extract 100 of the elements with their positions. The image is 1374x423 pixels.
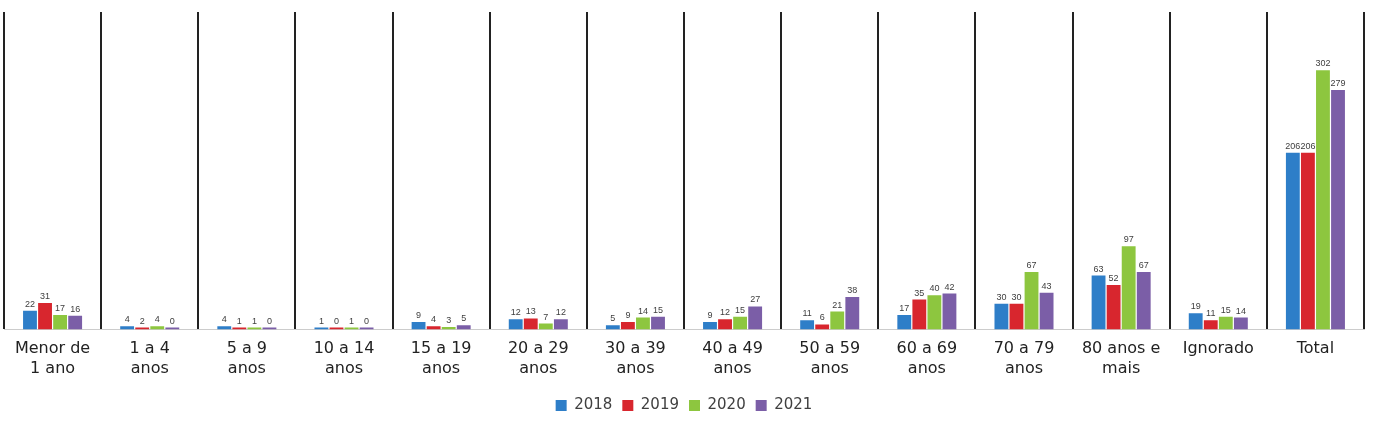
data-label: 0 (169, 315, 175, 326)
data-label: 279 (1330, 78, 1346, 89)
bar (553, 319, 568, 330)
data-label: 206 (1300, 140, 1316, 151)
legend-label: 2020 (707, 395, 746, 414)
bar (620, 321, 635, 330)
data-label: 7 (543, 311, 549, 322)
bar (523, 318, 538, 330)
data-label: 14 (637, 305, 648, 316)
x-tick-label: 40 a 49 anos (702, 338, 763, 377)
x-tick-label: Menor de 1 ano (14, 338, 91, 377)
bar (815, 324, 830, 330)
data-label: 40 (929, 283, 940, 294)
data-label: 42 (944, 281, 955, 292)
bar (845, 296, 860, 330)
x-tick-label: 50 a 59 anos (799, 338, 861, 377)
data-label: 9 (707, 309, 713, 320)
data-label: 12 (720, 307, 731, 318)
bar (703, 321, 717, 330)
bar (800, 320, 815, 330)
data-label: 9 (416, 309, 422, 320)
legend-label: 2021 (774, 395, 813, 414)
bar (994, 303, 1009, 330)
x-tick-label: 80 anos e mais (1081, 338, 1161, 377)
data-label: 0 (333, 315, 339, 326)
bar (68, 315, 83, 330)
data-label: 4 (124, 314, 130, 325)
bar (508, 319, 523, 330)
bar (1316, 70, 1330, 330)
data-label: 0 (266, 315, 272, 326)
data-label: 15 (735, 304, 746, 315)
data-label: 206 (1285, 140, 1301, 151)
data-label: 11 (1206, 308, 1216, 319)
data-label: 0 (364, 315, 370, 326)
bar (1136, 272, 1151, 330)
bar (830, 311, 845, 330)
data-label: 15 (1220, 304, 1231, 315)
bar (1300, 152, 1315, 330)
bar (1121, 246, 1136, 330)
data-label: 12 (555, 307, 566, 318)
data-label: 67 (1138, 260, 1149, 271)
bar (53, 315, 68, 330)
x-tick-label: 15 a 19 anos (410, 338, 472, 377)
data-label: 63 (1093, 263, 1104, 274)
data-label: 1 (318, 315, 324, 326)
data-label: 1 (349, 315, 355, 326)
data-label: 17 (899, 302, 910, 313)
bar (38, 302, 52, 330)
data-label: 6 (819, 312, 825, 323)
bar (1285, 152, 1300, 330)
bar (1331, 90, 1345, 330)
data-label: 9 (625, 309, 631, 320)
x-tick-label: 5 a 9 anos (226, 338, 268, 377)
data-label: 1 (236, 315, 242, 326)
bar (1203, 320, 1218, 330)
bar (1009, 303, 1024, 330)
data-label: 30 (1011, 291, 1022, 302)
legend-label: 2019 (640, 395, 680, 414)
bar (897, 315, 912, 330)
bar (1091, 275, 1106, 330)
data-label: 35 (914, 287, 925, 298)
data-label: 5 (461, 313, 467, 324)
bar (912, 299, 927, 330)
data-label: 21 (832, 299, 843, 310)
data-label: 22 (24, 298, 35, 309)
data-label: 4 (221, 314, 227, 325)
data-label: 17 (55, 302, 66, 313)
data-label: 97 (1123, 234, 1134, 245)
bar (1218, 316, 1233, 330)
data-label: 15 (653, 304, 664, 315)
x-tick-label: 20 a 29 anos (507, 338, 569, 377)
data-label: 302 (1315, 58, 1331, 69)
data-label: 14 (1235, 305, 1246, 316)
bar (942, 293, 957, 330)
x-tick-label: 60 a 69 anos (896, 338, 958, 377)
legend-label: 2018 (574, 395, 613, 414)
bar (456, 325, 471, 330)
bar (748, 306, 763, 330)
data-label: 11 (802, 308, 812, 319)
data-label: 3 (446, 315, 452, 326)
data-label: 30 (996, 291, 1007, 302)
x-tick-label: Total (1295, 338, 1335, 358)
x-tick-label: 1 a 4 anos (129, 338, 170, 377)
bar (927, 295, 942, 330)
data-label: 4 (431, 314, 437, 325)
bar (636, 317, 650, 330)
bar (23, 310, 37, 330)
data-label: 5 (610, 313, 616, 324)
bar (605, 325, 620, 330)
data-label: 19 (1190, 301, 1201, 312)
x-tick-label: 10 a 14 anos (313, 338, 375, 377)
data-label: 4 (154, 314, 160, 325)
bar (733, 316, 748, 330)
data-label: 12 (510, 307, 521, 318)
bar (718, 319, 732, 330)
bar (1106, 284, 1121, 330)
bar (1024, 272, 1039, 330)
x-tick-label: Ignorado (1182, 338, 1254, 358)
data-label: 1 (251, 315, 257, 326)
data-label: 67 (1026, 260, 1037, 271)
